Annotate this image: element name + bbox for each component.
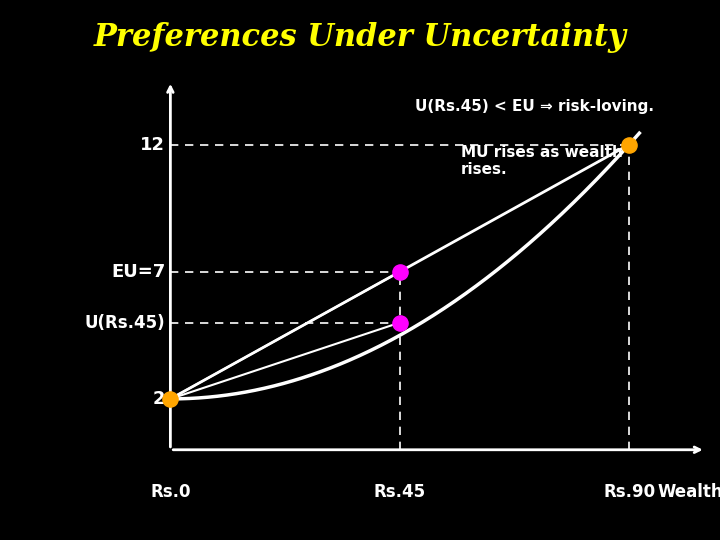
Text: 2: 2: [153, 390, 166, 408]
Text: Wealth: Wealth: [657, 483, 720, 501]
Text: Rs.90: Rs.90: [603, 483, 655, 501]
Point: [165, 395, 176, 403]
Text: Preferences Under Uncertainty: Preferences Under Uncertainty: [94, 22, 626, 52]
Text: Rs.0: Rs.0: [150, 483, 191, 501]
Point: [394, 318, 405, 327]
Text: EU=7: EU=7: [111, 263, 166, 281]
Point: [624, 140, 635, 149]
Text: 12: 12: [140, 136, 166, 153]
Text: U(Rs.45) < EU ⇒ risk-loving.: U(Rs.45) < EU ⇒ risk-loving.: [415, 99, 654, 114]
Text: U(Rs.45): U(Rs.45): [85, 314, 166, 332]
Text: Rs.45: Rs.45: [374, 483, 426, 501]
Text: MU rises as wealth
rises.: MU rises as wealth rises.: [461, 145, 623, 177]
Point: [394, 267, 405, 276]
